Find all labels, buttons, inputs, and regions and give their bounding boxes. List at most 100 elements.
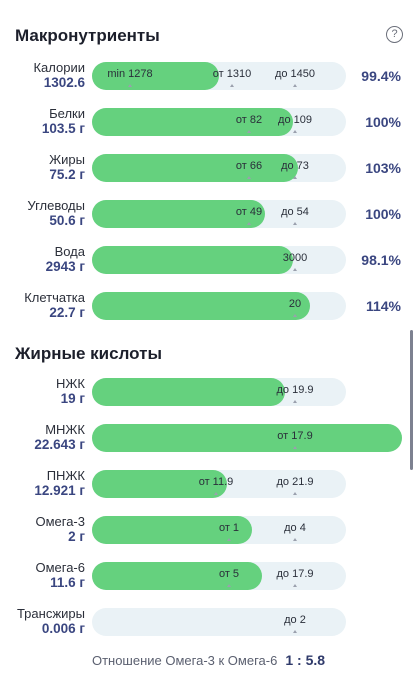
nutrient-value: 0.006 г — [41, 621, 85, 636]
nutrient-value: 75.2 г — [49, 167, 85, 182]
progress-track: до 2 — [92, 608, 346, 636]
range-mark-label: от 5 — [218, 568, 240, 580]
range-mark-label: до 21.9 — [276, 476, 314, 488]
range-tick-icon — [293, 314, 297, 317]
range-mark-label: до 4 — [284, 522, 306, 534]
progress-fill — [92, 516, 252, 544]
nutrient-row[interactable]: Омега-3 2 г от 1 до 4 — [0, 512, 417, 552]
range-mark-label: до 54 — [281, 206, 309, 218]
range-tick-icon — [247, 130, 251, 133]
progress-fill — [92, 154, 298, 182]
macros-title: Макронутриенты — [15, 26, 160, 45]
nutrient-name: МНЖК — [45, 422, 85, 437]
nutrient-name: Углеводы — [27, 198, 85, 213]
nutrient-row[interactable]: Жиры 75.2 г от 66 до 73 103% — [0, 150, 417, 190]
range-mark-label: от 49 — [235, 206, 263, 218]
range-tick-icon — [293, 222, 297, 225]
nutrient-row[interactable]: Белки 103.5 г от 82 до 109 100% — [0, 104, 417, 144]
nutrient-percent: 98.1% — [361, 252, 401, 268]
nutrient-name: Белки — [49, 106, 85, 121]
nutrient-value: 22.7 г — [49, 305, 85, 320]
progress-fill — [92, 562, 262, 590]
range-tick-icon — [293, 584, 297, 587]
nutrient-row[interactable]: Вода 2943 г 3000 98.1% — [0, 242, 417, 282]
progress-track: min 1278 от 1310 до 1450 — [92, 62, 346, 90]
nutrient-label: Вода 2943 г — [46, 244, 85, 274]
nutrient-name: Калории — [33, 60, 85, 75]
progress-fill — [92, 62, 219, 90]
nutrient-name: ПНЖК — [46, 468, 85, 483]
nutrient-name: Омега-6 — [35, 560, 85, 575]
progress-track: от 1 до 4 — [92, 516, 346, 544]
nutrient-name: Омега-3 — [35, 514, 85, 529]
progress-fill — [92, 378, 285, 406]
range-mark-label: до 1450 — [274, 68, 316, 80]
nutrient-label: Белки 103.5 г — [42, 106, 85, 136]
range-mark-label: 20 — [288, 298, 302, 310]
progress-fill — [92, 246, 293, 274]
nutrient-label: Омега-3 2 г — [35, 514, 85, 544]
nutrient-value: 19 г — [60, 391, 85, 406]
range-mark-label: min 1278 — [107, 68, 153, 80]
progress-track: от 5 до 17.9 — [92, 562, 346, 590]
progress-fill — [92, 470, 227, 498]
range-tick-icon — [293, 176, 297, 179]
range-tick-icon — [293, 400, 297, 403]
nutrient-row[interactable]: Калории 1302.6 min 1278 от 1310 до 1450 99.4% — [0, 58, 417, 98]
nutrient-label: НЖК 19 г — [56, 376, 85, 406]
scrollbar[interactable] — [410, 330, 413, 470]
range-mark-label: до 109 — [278, 114, 312, 126]
nutrient-row[interactable]: НЖК 19 г до 19.9 — [0, 374, 417, 414]
nutrient-value: 2 г — [68, 529, 85, 544]
nutrient-name: Вода — [54, 244, 85, 259]
nutrient-label: Клетчатка 22.7 г — [24, 290, 85, 320]
omega-ratio-label: Отношение Омега-3 к Омега-6 — [91, 653, 278, 668]
nutrient-percent: 103% — [365, 160, 401, 176]
progress-track: от 66 до 73 — [92, 154, 346, 182]
range-mark-label: до 73 — [281, 160, 309, 172]
range-tick-icon — [230, 84, 234, 87]
range-tick-icon — [293, 538, 297, 541]
nutrient-row[interactable]: Омега-6 11.6 г от 5 до 17.9 — [0, 558, 417, 598]
omega-ratio: Отношение Омега-3 к Омега-6 1 : 5.8 — [0, 652, 417, 668]
nutrient-row[interactable]: ПНЖК 12.921 г от 11.9 до 21.9 — [0, 466, 417, 506]
nutrient-value: 11.6 г — [50, 575, 85, 590]
nutrient-label: ПНЖК 12.921 г — [34, 468, 85, 498]
nutrient-row[interactable]: Углеводы 50.6 г от 49 до 54 100% — [0, 196, 417, 236]
range-mark-label: от 11.9 — [198, 476, 234, 488]
progress-track: до 19.9 — [92, 378, 346, 406]
range-mark-label: от 66 — [235, 160, 263, 172]
nutrient-value: 12.921 г — [34, 483, 85, 498]
progress-track: 20 — [92, 292, 346, 320]
nutrient-name: НЖК — [56, 376, 85, 391]
nutrient-row[interactable]: Клетчатка 22.7 г 20 114% — [0, 288, 417, 328]
progress-fill — [92, 292, 310, 320]
nutrient-value: 2943 г — [45, 259, 85, 274]
nutrient-row[interactable]: Трансжиры 0.006 г до 2 — [0, 604, 417, 644]
nutrient-label: Углеводы 50.6 г — [27, 198, 85, 228]
nutrient-label: МНЖК 22.643 г — [34, 422, 85, 452]
range-tick-icon — [293, 446, 297, 449]
nutrient-value: 22.643 г — [34, 437, 85, 452]
range-mark-label: от 17.9 — [277, 430, 313, 442]
nutrient-row[interactable]: МНЖК 22.643 г от 17.9 — [0, 420, 417, 460]
range-tick-icon — [293, 84, 297, 87]
progress-fill — [92, 108, 293, 136]
range-tick-icon — [128, 84, 132, 87]
nutrient-value: 1302.6 — [43, 75, 85, 90]
nutrient-label: Жиры 75.2 г — [49, 152, 85, 182]
range-tick-icon — [214, 492, 218, 495]
nutrient-value: 50.6 г — [49, 213, 85, 228]
nutrient-name: Жиры — [49, 152, 85, 167]
range-tick-icon — [293, 268, 297, 271]
nutrient-label: Трансжиры 0.006 г — [17, 606, 85, 636]
range-mark-label: до 17.9 — [276, 568, 314, 580]
nutrient-value: 103.5 г — [41, 121, 85, 136]
nutrient-label: Калории 1302.6 — [33, 60, 85, 90]
nutrient-name: Клетчатка — [24, 290, 85, 305]
question-circle-icon[interactable]: ? — [386, 26, 403, 43]
progress-fill — [92, 200, 265, 228]
progress-track: от 82 до 109 — [92, 108, 346, 136]
range-mark-label: от 1 — [218, 522, 240, 534]
omega-ratio-value: 1 : 5.8 — [285, 652, 326, 668]
